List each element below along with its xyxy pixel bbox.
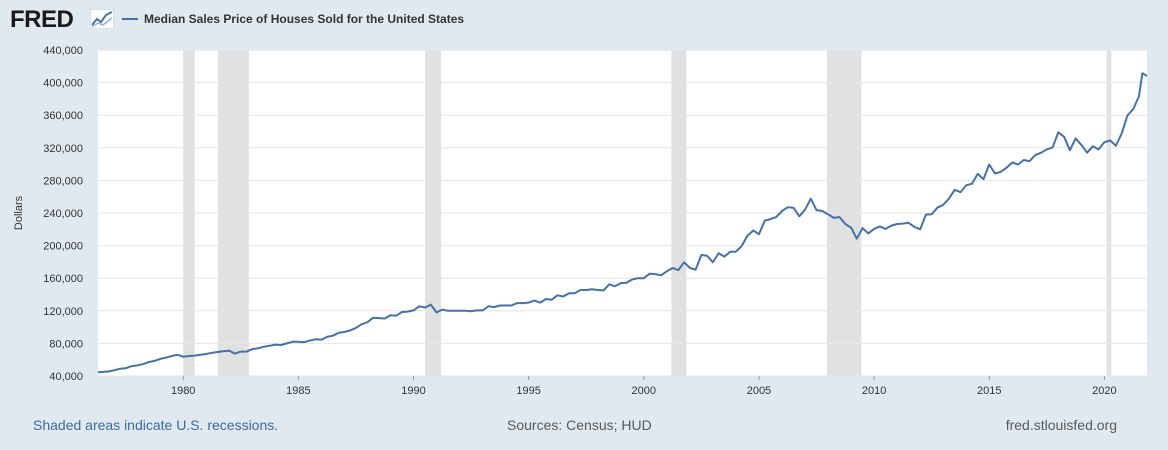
y-tick-label: 160,000 (43, 273, 83, 285)
x-tick-label: 1995 (516, 385, 540, 397)
fred-logo[interactable]: FRED (10, 6, 74, 33)
series-line (97, 72, 1148, 374)
chart-area: 40,000 80,000 120,000 160,000 200,000 240,000… (0, 40, 1168, 400)
y-tick-label: 40,000 (49, 371, 83, 383)
legend-label[interactable]: Median Sales Price of Houses Sold for th… (144, 12, 465, 26)
y-tick-label: 360,000 (43, 110, 83, 122)
y-tick-label: 80,000 (49, 338, 83, 350)
line-chart[interactable]: 40,000 80,000 120,000 160,000 200,000 240,000… (0, 40, 1168, 400)
x-tick-label: 2020 (1092, 385, 1116, 397)
line-graph-icon (90, 9, 114, 29)
x-tick-label: 2005 (747, 385, 771, 397)
x-tick-label: 2010 (862, 385, 886, 397)
x-tick-label: 2015 (977, 385, 1001, 397)
y-tick-label: 440,000 (43, 45, 83, 57)
y-axis-label: Dollars (13, 195, 25, 230)
chart-legend: Median Sales Price of Houses Sold for th… (122, 12, 464, 26)
x-tick-label: 1990 (401, 385, 425, 397)
y-tick-label: 120,000 (43, 306, 83, 318)
x-tick-label: 2000 (632, 385, 656, 397)
x-tick-label: 1985 (286, 385, 310, 397)
y-tick-label: 320,000 (43, 143, 83, 155)
chart-header: FRED Median Sales Price of Houses Sold f… (0, 0, 1168, 40)
x-tick-label: 1980 (171, 385, 195, 397)
y-tick-label: 400,000 (43, 78, 83, 90)
site-link[interactable]: fred.stlouisfed.org (1005, 417, 1117, 433)
recession-note: Shaded areas indicate U.S. recessions. (33, 417, 279, 433)
y-tick-label: 280,000 (43, 175, 83, 187)
y-tick-label: 240,000 (43, 208, 83, 220)
legend-swatch (122, 18, 138, 20)
sources-text: Sources: Census; HUD (507, 417, 652, 433)
y-tick-label: 200,000 (43, 241, 83, 253)
